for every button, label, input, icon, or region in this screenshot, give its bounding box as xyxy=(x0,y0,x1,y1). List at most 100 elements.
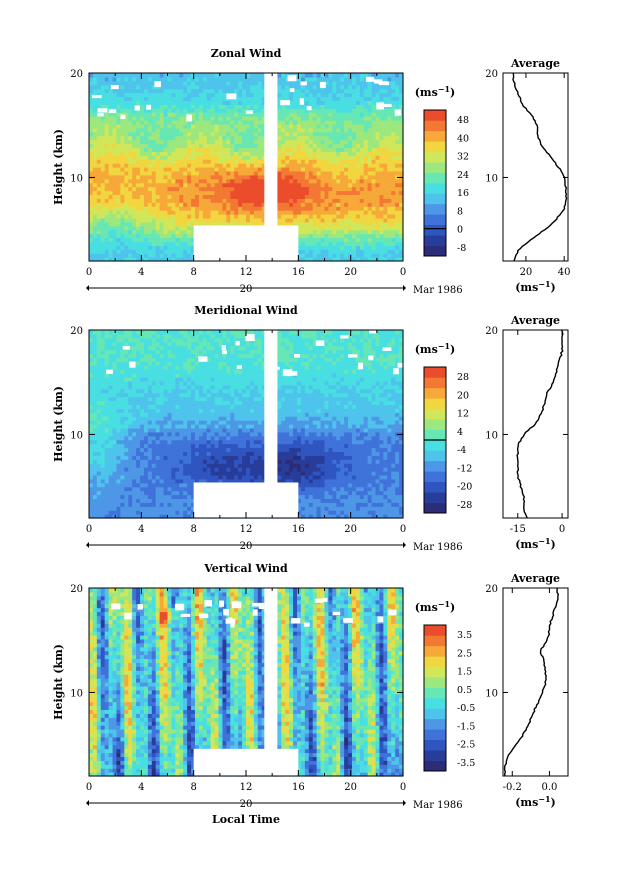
heatmap-cell xyxy=(147,96,153,102)
heatmap-cell xyxy=(120,412,125,417)
heatmap-cell xyxy=(328,80,333,86)
heatmap-cell xyxy=(257,88,263,94)
heatmap-cell xyxy=(143,151,149,156)
heatmap-cell xyxy=(234,135,239,141)
heatmap-cell xyxy=(167,506,173,511)
heatmap-cell xyxy=(281,198,286,203)
heatmap-cell xyxy=(159,143,165,149)
heatmap-cell xyxy=(359,151,365,156)
heatmap-cell xyxy=(202,104,208,109)
heatmap-cell xyxy=(140,159,145,164)
heatmap-cell xyxy=(230,198,235,203)
heatmap-cell xyxy=(143,443,149,449)
heatmap-cell xyxy=(253,167,259,172)
heatmap-cell xyxy=(104,494,110,500)
heatmap-cell xyxy=(281,194,286,199)
heatmap-cell xyxy=(391,159,396,164)
heatmap-cell xyxy=(355,206,361,211)
heatmap-cell xyxy=(281,190,286,196)
heatmap-cell xyxy=(312,84,318,90)
heatmap-cell xyxy=(112,498,118,503)
heatmap-cell xyxy=(399,112,404,117)
heatmap-cell xyxy=(249,92,255,98)
heatmap-cell xyxy=(187,217,192,223)
missing-pixel xyxy=(300,81,307,86)
heatmap-cell xyxy=(230,159,235,164)
heatmap-cell xyxy=(112,112,118,117)
heatmap-cell xyxy=(92,170,98,176)
heatmap-cell xyxy=(293,178,298,184)
heatmap-cell xyxy=(226,84,231,90)
heatmap-cell xyxy=(304,139,310,145)
heatmap-cell xyxy=(328,202,333,207)
heatmap-cell xyxy=(140,451,145,456)
heatmap-cell xyxy=(289,206,294,211)
heatmap-cell xyxy=(120,341,125,347)
heatmap-cell xyxy=(140,84,145,90)
heatmap-cell xyxy=(281,217,286,223)
heatmap-cell xyxy=(116,116,121,121)
heatmap-cell xyxy=(100,100,106,105)
heatmap-cell xyxy=(257,100,263,105)
heatmap-cell xyxy=(320,127,326,133)
heatmap-cell xyxy=(344,135,349,141)
heatmap-cell xyxy=(285,108,290,113)
heatmap-cell xyxy=(136,361,141,366)
heatmap-cell xyxy=(383,194,388,199)
heatmap-cell xyxy=(120,510,125,515)
heatmap-cell xyxy=(132,427,137,433)
heatmap-cell xyxy=(332,221,337,227)
heatmap-cell xyxy=(155,112,161,117)
heatmap-cell xyxy=(132,498,137,503)
heatmap-cell xyxy=(183,206,188,211)
heatmap-cell xyxy=(316,143,322,149)
heatmap-cell xyxy=(163,357,169,362)
heatmap-cell xyxy=(155,490,161,496)
heatmap-cell xyxy=(218,186,224,192)
heatmap-cell xyxy=(344,139,349,145)
heatmap-cell xyxy=(226,155,231,160)
heatmap-cell xyxy=(183,229,188,235)
heatmap-cell xyxy=(399,76,404,82)
heatmap-cell xyxy=(297,135,302,141)
heatmap-cell xyxy=(124,431,129,437)
heatmap-cell xyxy=(285,194,290,199)
heatmap-cell xyxy=(246,190,251,196)
heatmap-cell xyxy=(234,190,239,196)
heatmap-cell xyxy=(371,155,377,160)
heatmap-cell xyxy=(89,455,94,460)
heatmap-cell xyxy=(175,229,180,235)
heatmap-cell xyxy=(222,143,227,149)
heatmap-cell xyxy=(140,345,145,351)
heatmap-cell xyxy=(108,349,114,355)
heatmap-cell xyxy=(344,245,349,250)
heatmap-cell xyxy=(202,182,208,188)
heatmap-cell xyxy=(136,190,141,196)
heatmap-cell xyxy=(124,229,129,235)
heatmap-cell xyxy=(128,73,133,78)
heatmap-cell xyxy=(316,174,322,180)
heatmap-cell xyxy=(328,190,333,196)
heatmap-cell xyxy=(328,253,333,258)
heatmap-cell xyxy=(332,155,337,160)
heatmap-cell xyxy=(96,377,102,382)
heatmap-cell xyxy=(351,182,357,188)
heatmap-cell xyxy=(128,147,133,152)
heatmap-cell xyxy=(140,127,145,133)
heatmap-cell xyxy=(246,202,251,207)
heatmap-cell xyxy=(340,147,345,152)
heatmap-cell xyxy=(395,257,400,262)
heatmap-cell xyxy=(371,221,377,227)
heatmap-cell xyxy=(155,217,161,223)
heatmap-cell xyxy=(108,217,114,223)
heatmap-cell xyxy=(108,202,114,207)
heatmap-cell xyxy=(151,257,157,262)
heatmap-cell xyxy=(242,96,247,102)
heatmap-cell xyxy=(163,337,169,343)
heatmap-cell xyxy=(132,451,137,456)
heatmap-cell xyxy=(143,357,149,362)
heatmap-cell xyxy=(112,131,118,137)
heatmap-cell xyxy=(375,221,381,227)
heatmap-cell xyxy=(96,116,102,121)
heatmap-cell xyxy=(136,237,141,243)
